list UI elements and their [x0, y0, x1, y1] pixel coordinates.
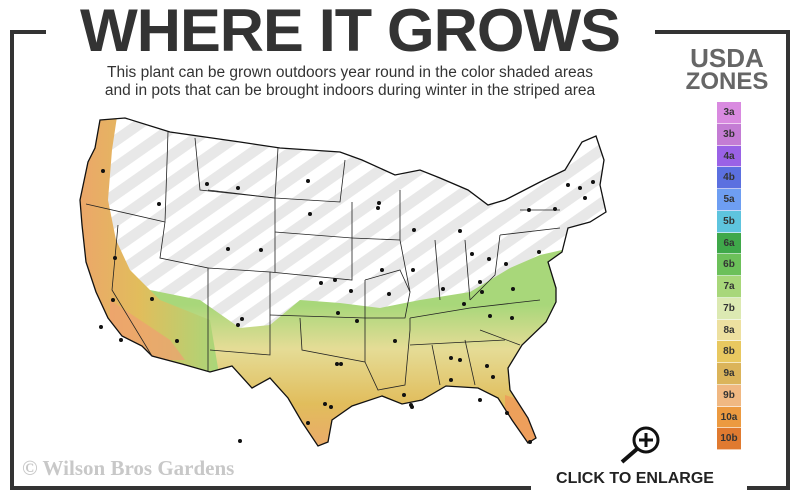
- city-dot: [119, 338, 123, 342]
- legend-zone-4b: 4b: [717, 167, 741, 189]
- city-dot: [376, 206, 380, 210]
- city-dot: [591, 180, 595, 184]
- usda-zone-legend: 3a 3b 4a 4b 5a 5b 6a 6b 7a 7b 8a 8b 9a 9b 10a 10b: [717, 102, 741, 450]
- legend-zone-5a: 5a: [717, 189, 741, 211]
- city-dot: [111, 298, 115, 302]
- legend-zone-5b: 5b: [717, 210, 741, 233]
- city-dot: [238, 439, 242, 443]
- subtitle-line-1: This plant can be grown outdoors year ro…: [107, 64, 593, 81]
- state-borders: [85, 131, 561, 391]
- city-dot: [308, 212, 312, 216]
- city-dot: [259, 248, 263, 252]
- city-dot: [487, 257, 491, 261]
- city-dot: [458, 358, 462, 362]
- legend-zone-6b: 6b: [717, 254, 741, 276]
- page-subtitle: This plant can be grown outdoors year ro…: [40, 64, 660, 100]
- city-dot: [478, 398, 482, 402]
- legend-title-line-2: ZONES: [685, 68, 769, 95]
- frame-bottom-left: [10, 486, 531, 490]
- city-dot: [335, 362, 339, 366]
- city-dot: [537, 250, 541, 254]
- frame-bottom-right: [747, 486, 790, 490]
- legend-zone-8b: 8b: [717, 341, 741, 363]
- city-dot: [99, 325, 103, 329]
- city-dot: [583, 196, 587, 200]
- city-dot: [578, 186, 582, 190]
- city-dot: [412, 228, 416, 232]
- city-dot: [411, 268, 415, 272]
- city-dot: [402, 393, 406, 397]
- city-dot: [511, 287, 515, 291]
- city-dot: [566, 183, 570, 187]
- city-dot: [113, 256, 117, 260]
- city-dot: [236, 186, 240, 190]
- city-dot: [441, 287, 445, 291]
- legend-zone-10a: 10a: [717, 406, 741, 429]
- city-dot: [319, 281, 323, 285]
- city-dot: [226, 247, 230, 251]
- city-dot: [349, 289, 353, 293]
- city-dot: [410, 405, 414, 409]
- city-dot: [236, 323, 240, 327]
- city-dot: [485, 364, 489, 368]
- subtitle-line-2: and in pots that can be brought indoors …: [104, 82, 596, 99]
- city-dot: [101, 169, 105, 173]
- city-dot: [553, 207, 557, 211]
- florida-warm-zone: [505, 395, 540, 446]
- city-dot: [393, 339, 397, 343]
- city-dot: [478, 280, 482, 284]
- city-dot: [470, 252, 474, 256]
- city-dot: [462, 302, 466, 306]
- legend-zone-7b: 7b: [717, 297, 741, 320]
- city-dot: [387, 292, 391, 296]
- legend-zone-8a: 8a: [717, 319, 741, 342]
- city-dot: [355, 319, 359, 323]
- legend-zone-10b: 10b: [717, 428, 741, 450]
- frame-left: [10, 30, 14, 490]
- legend-zone-4a: 4a: [717, 145, 741, 168]
- city-dot: [205, 182, 209, 186]
- city-dot: [488, 314, 492, 318]
- city-dot: [175, 339, 179, 343]
- legend-zone-3b: 3b: [717, 123, 741, 146]
- city-dot: [380, 268, 384, 272]
- city-dot: [339, 362, 343, 366]
- city-dot: [449, 378, 453, 382]
- city-dot: [458, 229, 462, 233]
- legend-title: USDA ZONES: [672, 43, 782, 95]
- legend-zone-3a: 3a: [717, 102, 741, 124]
- city-dot: [157, 202, 161, 206]
- city-dot: [480, 290, 484, 294]
- city-dot: [504, 262, 508, 266]
- city-dot: [377, 201, 381, 205]
- legend-zone-7a: 7a: [717, 276, 741, 298]
- frame-top-left: [10, 30, 46, 34]
- city-dot: [306, 179, 310, 183]
- city-dot: [150, 297, 154, 301]
- city-dot: [333, 278, 337, 282]
- frame-right: [786, 30, 790, 490]
- legend-zone-9b: 9b: [717, 384, 741, 407]
- city-dot: [240, 317, 244, 321]
- copyright-watermark: © Wilson Bros Gardens: [22, 456, 235, 480]
- city-dots: [99, 169, 595, 444]
- legend-zone-6a: 6a: [717, 232, 741, 255]
- city-dot: [336, 311, 340, 315]
- city-dot: [491, 375, 495, 379]
- legend-title-line-1: USDA: [690, 43, 764, 73]
- city-dot: [527, 208, 531, 212]
- city-dot: [510, 316, 514, 320]
- city-dot: [329, 405, 333, 409]
- city-dot: [505, 411, 509, 415]
- usda-zone-map[interactable]: [0, 0, 640, 470]
- frame-top-right: [655, 30, 790, 34]
- city-dot: [528, 440, 532, 444]
- zoom-in-magnifier-icon[interactable]: [616, 424, 664, 464]
- city-dot: [323, 402, 327, 406]
- city-dot: [306, 421, 310, 425]
- page-title: WHERE IT GROWS: [80, 0, 621, 64]
- click-to-enlarge-button[interactable]: CLICK TO ENLARGE: [556, 470, 714, 487]
- city-dot: [449, 356, 453, 360]
- legend-zone-9a: 9a: [717, 363, 741, 385]
